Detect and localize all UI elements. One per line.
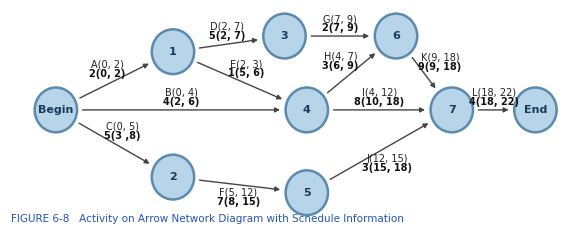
Ellipse shape <box>152 155 194 200</box>
Text: 1(5, 6): 1(5, 6) <box>228 68 264 78</box>
Text: G(7, 9): G(7, 9) <box>323 14 357 24</box>
Text: 7(8, 15): 7(8, 15) <box>217 197 260 207</box>
Text: 5: 5 <box>303 188 311 198</box>
Text: 8(10, 18): 8(10, 18) <box>354 97 405 107</box>
Text: B(0, 4): B(0, 4) <box>165 88 198 98</box>
Ellipse shape <box>431 88 473 132</box>
Text: D(2, 7): D(2, 7) <box>210 22 244 32</box>
Text: H(4, 7): H(4, 7) <box>324 52 357 62</box>
Text: A(0, 2): A(0, 2) <box>91 59 124 69</box>
Text: I(4, 12): I(4, 12) <box>362 88 397 98</box>
Ellipse shape <box>35 88 77 132</box>
Text: 9(9, 18): 9(9, 18) <box>418 62 461 72</box>
Ellipse shape <box>263 14 306 58</box>
Text: 2: 2 <box>169 172 177 182</box>
Text: 3(15, 18): 3(15, 18) <box>362 163 412 173</box>
Text: 4(2, 6): 4(2, 6) <box>163 97 200 107</box>
Text: L(18, 22): L(18, 22) <box>472 88 516 98</box>
Text: 2(7, 9): 2(7, 9) <box>322 23 358 33</box>
Text: 5(2, 7): 5(2, 7) <box>209 31 245 41</box>
Ellipse shape <box>514 88 556 132</box>
Text: C(0, 5): C(0, 5) <box>106 122 139 132</box>
Text: 3(6, 9): 3(6, 9) <box>322 61 358 71</box>
Text: Begin: Begin <box>38 105 73 115</box>
Ellipse shape <box>375 14 417 58</box>
Text: 7: 7 <box>448 105 456 115</box>
Text: 4(18, 22): 4(18, 22) <box>469 97 518 107</box>
Text: 5(3 ,8): 5(3 ,8) <box>104 131 141 141</box>
Text: 4: 4 <box>303 105 311 115</box>
Ellipse shape <box>286 88 328 132</box>
Text: F(5, 12): F(5, 12) <box>219 187 257 198</box>
Text: FIGURE 6-8   Activity on Arrow Network Diagram with Schedule Information: FIGURE 6-8 Activity on Arrow Network Dia… <box>11 214 404 224</box>
Ellipse shape <box>152 29 194 74</box>
Text: J(12, 15): J(12, 15) <box>366 154 408 164</box>
Text: 6: 6 <box>392 31 400 41</box>
Text: 2(0, 2): 2(0, 2) <box>89 69 126 78</box>
Text: K(9, 18): K(9, 18) <box>420 53 459 63</box>
Text: End: End <box>523 105 547 115</box>
Ellipse shape <box>286 170 328 215</box>
Text: 3: 3 <box>281 31 288 41</box>
Text: E(2, 3): E(2, 3) <box>230 59 262 69</box>
Text: 1: 1 <box>169 47 177 57</box>
